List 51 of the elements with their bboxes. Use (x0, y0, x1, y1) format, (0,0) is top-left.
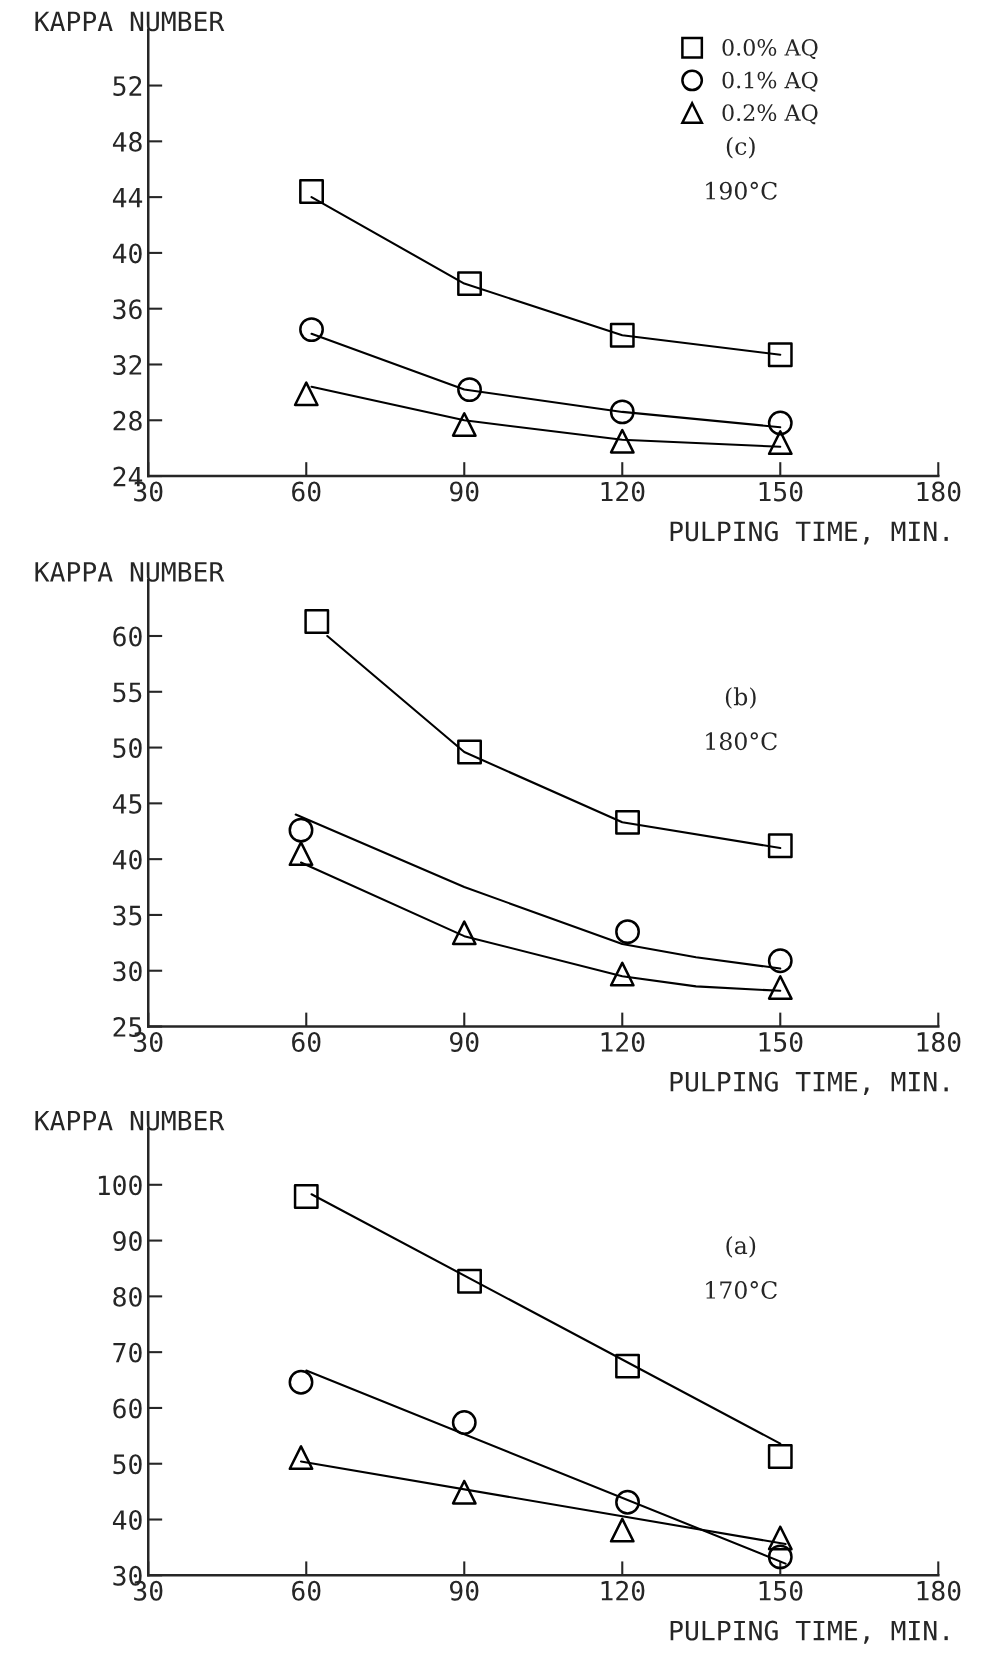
y-tick-label: 55 (113, 682, 142, 703)
y-tick-label: 40 (112, 243, 142, 264)
x-axis-title: PULPING TIME, MIN. (670, 1620, 948, 1644)
x-tick-label: 150 (759, 1031, 803, 1052)
annotation: (a) (726, 1236, 756, 1258)
annotation: 180°C (706, 732, 777, 751)
legend-label: 0.0% AQ (722, 39, 818, 60)
y-tick-label: 40 (112, 1510, 142, 1530)
y-tick-label: 50 (113, 738, 142, 759)
y-tick-label: 40 (112, 849, 142, 870)
x-tick-label: 90 (450, 1031, 479, 1052)
x-tick-label: 90 (450, 1580, 479, 1601)
y-tick-label: 100 (98, 1175, 142, 1196)
x-tick-label: 150 (759, 1580, 803, 1601)
y-tick-label: 60 (113, 626, 142, 647)
x-tick-label: 60 (292, 1031, 321, 1052)
y-tick-label: 50 (113, 1454, 142, 1475)
y-tick-label: 52 (113, 76, 142, 97)
y-tick-label: 32 (113, 355, 142, 375)
y-tick-label: 90 (113, 1231, 142, 1252)
x-tick-label: 90 (450, 481, 479, 502)
x-tick-label: 60 (292, 1580, 321, 1601)
x-tick-label: 60 (292, 481, 321, 502)
x-tick-label: 180 (917, 1031, 961, 1052)
y-tick-label: 36 (113, 299, 142, 320)
y-tick-label: 35 (113, 905, 142, 926)
y-axis-title: KAPPA NUMBER (35, 11, 225, 32)
annotation: 190°C (706, 181, 777, 200)
x-tick-label: 180 (917, 1580, 961, 1601)
y-tick-label: 44 (112, 187, 143, 208)
x-axis-title: PULPING TIME, MIN. (670, 1071, 948, 1096)
y-tick-label: 60 (113, 1398, 142, 1419)
legend-label: 0.1% AQ (722, 71, 818, 92)
x-tick-label: 120 (601, 1031, 645, 1052)
annotation: 170°C (706, 1281, 777, 1299)
x-tick-label: 120 (601, 481, 645, 502)
y-axis-title: KAPPA NUMBER (35, 1110, 225, 1131)
y-axis-title: KAPPA NUMBER (35, 562, 225, 582)
x-axis-title: PULPING TIME, MIN. (670, 521, 948, 545)
x-tick-label: 120 (601, 1580, 645, 1601)
legend-label: 0.2% AQ (722, 104, 818, 125)
x-tick-label: 150 (759, 481, 803, 502)
y-tick-label: 45 (112, 794, 142, 814)
annotation: (b) (725, 687, 756, 709)
y-tick-label: 48 (112, 131, 142, 152)
x-tick-label: 180 (917, 481, 961, 502)
y-tick-label: 30 (113, 961, 142, 982)
y-tick-label: 28 (113, 410, 142, 431)
annotation: (c) (726, 136, 755, 159)
y-tick-label: 80 (113, 1286, 142, 1307)
y-tick-label: 70 (113, 1342, 142, 1363)
